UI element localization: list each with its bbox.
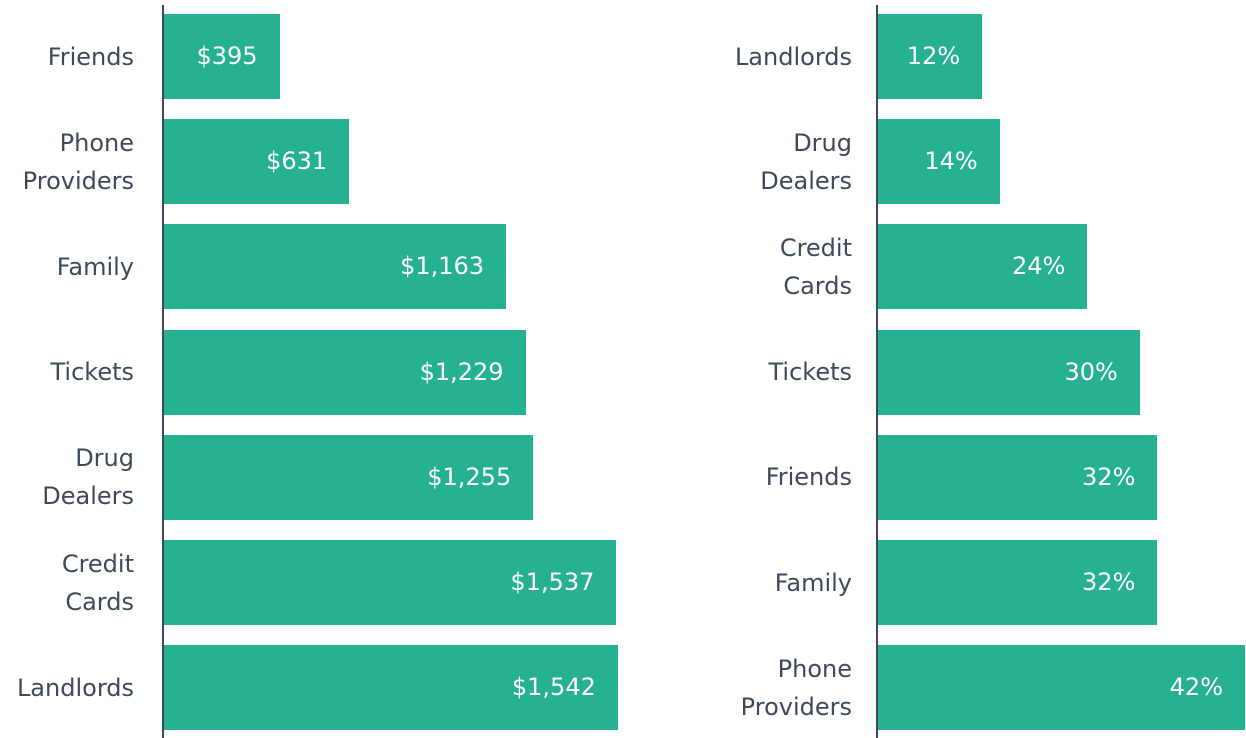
value-label: $395 xyxy=(196,42,258,70)
bar: $1,163 xyxy=(163,224,507,310)
category-label: Tickets xyxy=(50,358,134,387)
category-label: Credit Cards xyxy=(61,549,134,616)
bar: $1,229 xyxy=(163,329,526,415)
bar: $1,537 xyxy=(163,540,617,625)
bar: 24% xyxy=(877,224,1088,310)
category-label: Family xyxy=(774,568,852,597)
category-label: Tickets xyxy=(768,358,852,387)
bar: $1,542 xyxy=(163,645,618,731)
value-label: 32% xyxy=(1082,568,1136,596)
axis-line xyxy=(876,5,878,738)
category-label: Landlords xyxy=(16,673,134,702)
value-label: 30% xyxy=(1064,357,1118,386)
value-label: 12% xyxy=(906,42,961,70)
category-label: Landlords xyxy=(734,42,852,71)
value-label: 42% xyxy=(1169,673,1223,702)
category-label: Drug Dealers xyxy=(42,444,134,511)
value-label: $1,537 xyxy=(510,568,595,596)
category-label: Phone Providers xyxy=(22,128,134,195)
bar: 12% xyxy=(877,14,983,99)
value-label: 14% xyxy=(924,147,978,176)
bar: $395 xyxy=(163,14,280,99)
value-label: $1,255 xyxy=(427,462,512,491)
axis-line xyxy=(162,5,164,738)
value-label: $1,229 xyxy=(419,357,504,386)
value-label: $1,163 xyxy=(400,252,485,281)
category-label: Drug Dealers xyxy=(760,128,852,195)
bar: 30% xyxy=(877,329,1140,415)
value-label: $631 xyxy=(266,147,328,176)
bar: 32% xyxy=(877,540,1158,625)
value-label: 24% xyxy=(1011,252,1066,281)
category-label: Family xyxy=(56,252,134,281)
value-label: 32% xyxy=(1082,462,1136,491)
bar: 32% xyxy=(877,434,1158,520)
bar: $631 xyxy=(163,119,350,205)
category-label: Friends xyxy=(47,42,134,71)
value-label: $1,542 xyxy=(511,673,596,702)
category-label: Friends xyxy=(765,463,852,492)
category-label: Phone Providers xyxy=(740,654,852,721)
bar: 42% xyxy=(877,645,1245,731)
bar: $1,255 xyxy=(163,434,534,520)
bar: 14% xyxy=(877,119,1000,205)
category-label: Credit Cards xyxy=(779,233,852,300)
